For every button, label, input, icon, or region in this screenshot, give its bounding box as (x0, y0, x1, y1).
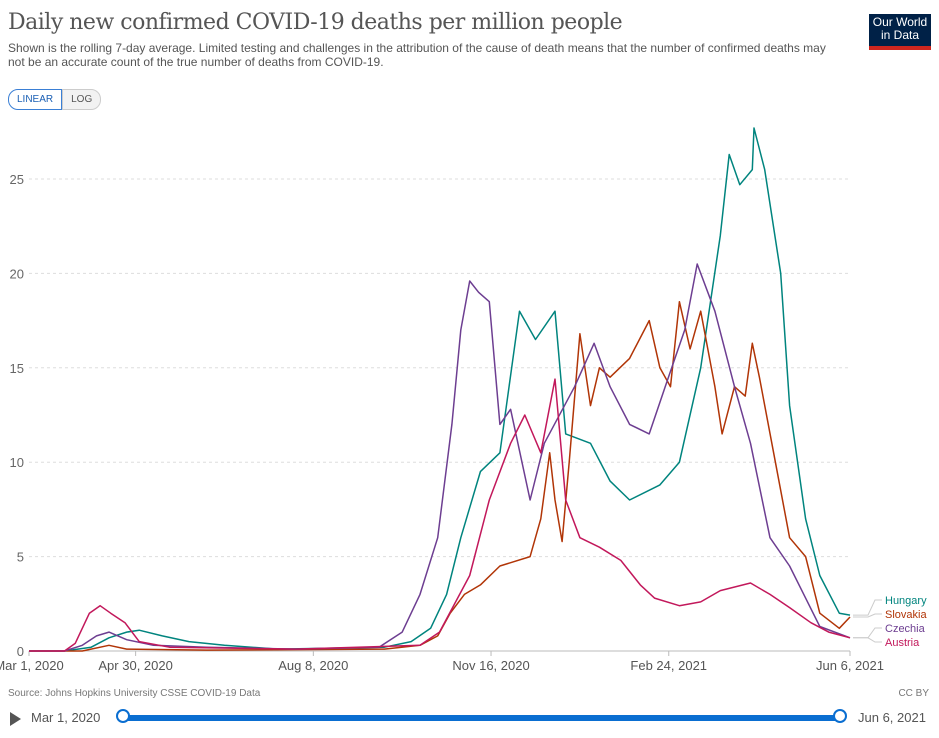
log-button[interactable]: LOG (62, 89, 102, 110)
y-tick-label: 5 (17, 550, 24, 565)
x-tick-label: Feb 24, 2021 (630, 658, 707, 673)
series-line-slovakia (29, 300, 851, 652)
chart-title: Daily new confirmed COVID-19 deaths per … (8, 10, 623, 35)
source-note[interactable]: Source: Johns Hopkins University CSSE CO… (8, 688, 261, 699)
legend-label-slovakia: Slovakia (885, 609, 927, 621)
timeline-start-label: Mar 1, 2020 (31, 710, 101, 725)
x-tick-label: Apr 30, 2020 (98, 658, 172, 673)
linear-button[interactable]: LINEAR (8, 89, 63, 110)
legend-connector (853, 637, 882, 643)
y-tick-label: 20 (10, 266, 24, 281)
timeline-slider-track[interactable] (123, 715, 840, 721)
legend-connector (853, 627, 882, 639)
license-link[interactable]: CC BY (898, 688, 929, 699)
timeline-start-handle[interactable] (116, 709, 130, 723)
timeline-end-handle[interactable] (833, 709, 847, 723)
play-icon[interactable] (10, 712, 21, 726)
series-line-hungary (29, 127, 851, 652)
y-tick-label: 0 (17, 644, 24, 659)
owid-logo[interactable]: Our World in Data (869, 14, 931, 50)
line-chart: 0 5 10 15 20 25 Mar 1, 2020 Apr 30, 2020 Aug 8, … (0, 127, 927, 673)
series-line-austria (29, 378, 851, 652)
y-tick-label: 10 (10, 455, 24, 470)
chart-subtitle: Shown is the rolling 7-day average. Limi… (8, 41, 826, 69)
scale-toggle: LINEAR LOG (8, 89, 102, 110)
series-line-czechia (29, 263, 851, 652)
y-tick-label: 15 (10, 361, 24, 376)
timeline-end-label: Jun 6, 2021 (858, 710, 926, 725)
x-tick-label: Jun 6, 2021 (816, 658, 884, 673)
y-tick-label: 25 (10, 172, 24, 187)
legend-label-hungary: Hungary (885, 595, 927, 607)
x-tick-label: Nov 16, 2020 (452, 658, 529, 673)
x-tick-label: Aug 8, 2020 (278, 658, 348, 673)
legend-label-czechia: Czechia (885, 623, 926, 635)
legend-label-austria: Austria (885, 637, 920, 649)
legend-connector (853, 613, 882, 618)
x-tick-label: Mar 1, 2020 (0, 658, 64, 673)
legend-connector (853, 599, 882, 616)
